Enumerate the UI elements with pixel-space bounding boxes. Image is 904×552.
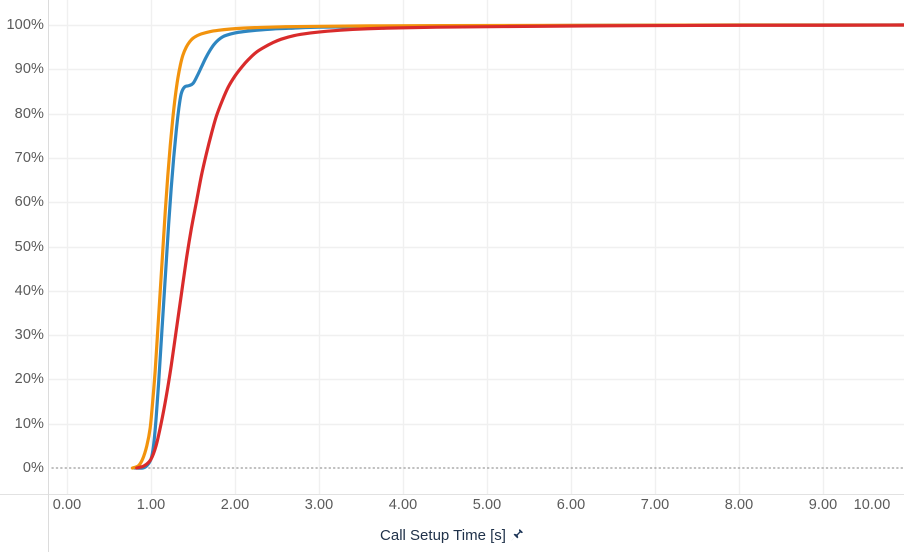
x-axis-tick-label: 9.00 (808, 497, 838, 513)
y-axis-tick-label: 20% (14, 371, 44, 388)
x-axis-title: Call Setup Time [s] (0, 528, 904, 544)
x-axis-tick-label: 2.00 (220, 497, 250, 513)
x-axis-tick-label: 8.00 (724, 497, 754, 513)
y-axis-tick-label: 70% (14, 149, 44, 166)
series-line (135, 23, 904, 470)
pin-icon[interactable] (511, 528, 524, 544)
y-axis-tick-label: 90% (14, 61, 44, 78)
y-axis-tick-label: 40% (14, 282, 44, 299)
x-axis-tick-label: 6.00 (556, 497, 586, 513)
x-axis-tick-label: 0.00 (52, 497, 82, 513)
x-axis-tick-label: 3.00 (304, 497, 334, 513)
series-lines (130, 23, 904, 470)
x-axis-tick-labels: 0.00 1.00 2.00 3.00 4.00 5.00 6.00 7.00 8.00 9.00… (0, 498, 904, 528)
y-axis-tick-label: 80% (14, 105, 44, 122)
vertical-gridlines (66, 0, 825, 494)
x-axis-tick-label: 4.00 (388, 497, 418, 513)
y-axis-tick-labels: 0% 10% 20% 30% 40% 50% 60% 70% 80% 90% 100% (0, 0, 44, 552)
x-axis-tick-label: 10.00 (853, 497, 891, 513)
x-axis-title-text: Call Setup Time [s] (380, 527, 506, 544)
y-axis-tick-label: 50% (14, 238, 44, 255)
x-axis-tick-label: 1.00 (136, 497, 166, 513)
y-axis-tick-label: 30% (14, 327, 44, 344)
series-line (130, 23, 904, 470)
x-axis-tick-label: 5.00 (472, 497, 502, 513)
y-axis-tick-label: 0% (22, 460, 44, 476)
y-axis-tick-label: 10% (14, 415, 44, 432)
x-axis-tick-label: 7.00 (640, 497, 670, 513)
y-axis-tick-label: 60% (14, 194, 44, 211)
series-line (132, 23, 904, 470)
y-axis-tick-label: 100% (6, 17, 44, 33)
